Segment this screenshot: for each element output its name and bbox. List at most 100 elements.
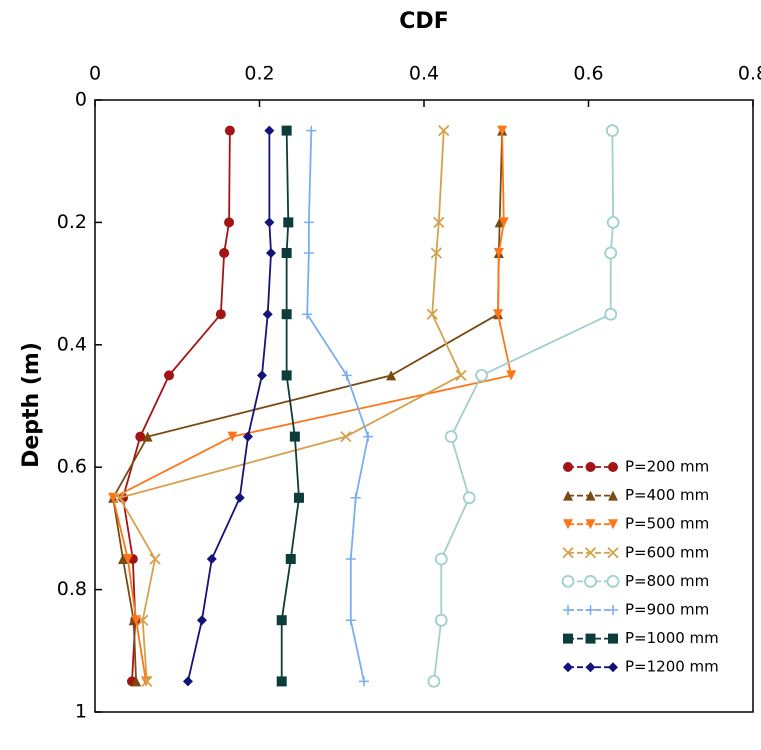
series-line [280,130,300,682]
y-tick-label: 1 [75,701,87,723]
marker [561,575,575,588]
marker [262,309,273,320]
x-tick-label: 0 [89,63,101,85]
marker [303,217,314,228]
marker [242,431,253,442]
marker [434,613,448,627]
marker [430,247,442,259]
legend-item: P=500 mm [563,515,709,533]
marker [427,675,441,688]
marker [563,462,573,472]
marker [584,547,597,559]
legend-label: P=500 mm [625,515,709,533]
marker [196,615,207,626]
marker [164,370,175,381]
marker [494,217,505,228]
series-line [112,130,504,682]
legend-label: P=200 mm [625,458,709,476]
marker [142,431,153,442]
marker [306,125,317,136]
marker [141,675,153,688]
legend-item: P=600 mm [562,543,709,561]
marker [562,547,574,559]
marker [117,554,128,564]
marker [563,662,573,673]
marker [606,215,620,229]
y-tick-label: 0 [75,89,87,111]
y-tick-label: 0.4 [57,333,87,355]
marker [493,248,504,258]
marker [563,490,573,501]
marker [585,490,596,501]
marker [341,370,352,381]
marker [256,370,267,381]
chart-title: CDF [399,9,448,34]
legend-item: P=200 mm [563,458,709,476]
marker [234,492,245,503]
marker [340,430,352,443]
legend-item: P=1200 mm [563,658,719,676]
marker [206,554,217,564]
marker [608,490,618,501]
marker [604,246,618,260]
marker [438,124,450,137]
marker [498,217,509,228]
marker [585,462,596,472]
series-line [187,130,272,682]
marker [215,309,226,320]
marker [122,554,133,564]
marker [345,554,356,564]
marker [497,125,508,136]
marker [281,248,292,258]
y-tick-label: 0.2 [57,211,87,233]
y-tick-label: 0.8 [57,578,87,600]
legend-item: P=1000 mm [563,629,719,647]
x-tick-label: 0.8 [738,63,761,85]
marker [585,519,596,530]
x-tick-label: 0.6 [573,63,603,85]
series-line [118,130,463,682]
marker [137,614,149,626]
marker [493,309,504,320]
marker [219,248,230,258]
marker [266,248,277,258]
legend-label: P=600 mm [625,543,709,561]
marker [293,492,304,503]
x-tick-label: 0.2 [244,63,274,85]
legend-label: P=400 mm [625,486,709,504]
legend-label: P=800 mm [625,572,709,590]
legend-label: P=900 mm [625,601,709,619]
marker [358,676,369,687]
legend-item: P=400 mm [563,486,709,504]
y-tick-label: 0.6 [57,456,87,478]
marker [131,676,142,687]
marker [281,370,292,381]
marker [608,662,618,673]
marker [506,370,517,381]
marker [563,633,573,644]
series-line [432,130,615,682]
marker [607,547,619,559]
marker [289,431,300,442]
marker [224,125,235,136]
marker [276,676,287,687]
marker [608,462,618,472]
y-axis-title: Depth (m) [19,342,44,468]
marker [433,216,445,229]
plot-frame [94,99,754,713]
series-line [122,130,231,682]
marker [363,431,374,442]
marker [608,519,618,530]
marker [563,519,573,530]
legend-label: P=1000 mm [625,629,719,647]
legend-item: P=900 mm [563,601,709,619]
series-line [306,130,370,682]
marker [114,492,126,504]
marker [283,217,294,228]
series-line [112,130,513,682]
marker [444,430,458,444]
marker [605,124,619,138]
marker [608,605,618,615]
marker [585,633,596,644]
